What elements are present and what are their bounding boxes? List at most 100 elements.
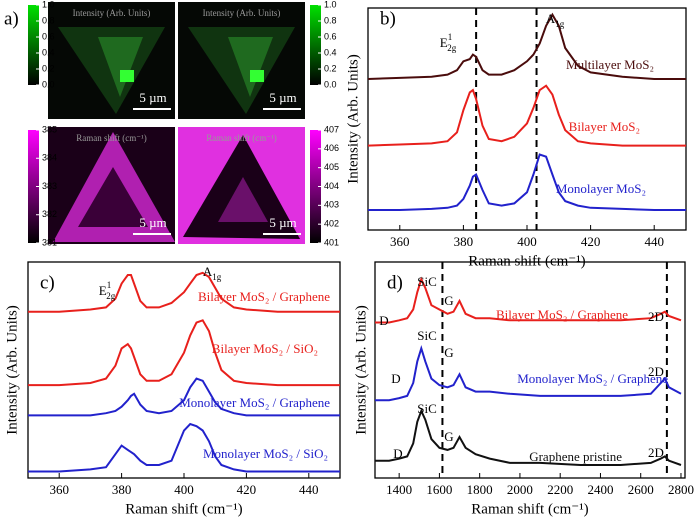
peak-label-text: D (379, 313, 388, 328)
peak-label: E1 2g (440, 32, 457, 53)
map-spot (250, 70, 264, 82)
plot-frame (374, 261, 686, 479)
x-tick-label: 380 (112, 482, 132, 497)
colorbar-tick-label: 401 (324, 237, 339, 247)
map-flake-core (78, 167, 148, 227)
x-tick-label: 360 (390, 234, 410, 249)
peak-label: SiC (417, 274, 437, 289)
colorbar-tick-label: 404 (324, 181, 339, 191)
x-axis-label: Raman shift (cm⁻¹) (125, 501, 242, 517)
map-spot (120, 70, 134, 82)
peak-label-sup: 1 (107, 280, 112, 290)
series-label: Monolayer MoS₂ / SiO₂ (203, 446, 328, 461)
x-tick-label: 380 (454, 234, 474, 249)
x-tick-label: 400 (174, 482, 194, 497)
colorbar-tick-label: 0.8 (324, 15, 337, 25)
peak-label: SiC (417, 401, 437, 416)
colorbar-tick-label: 381 (42, 237, 57, 247)
peak-label: G (444, 293, 453, 308)
spectrum-line (28, 271, 340, 313)
colorbar-tick-label: 403 (324, 200, 339, 210)
x-tick-label: 420 (581, 234, 601, 249)
x-tick-label: 360 (49, 482, 69, 497)
colorbar-tick-label: 1.0 (324, 0, 337, 9)
series-label: Monolayer MoS₂ (556, 181, 646, 196)
panel-label: c) (40, 272, 55, 293)
series-label: Bilayer MoS₂ / Graphene (198, 289, 330, 304)
x-tick-label: 2800 (668, 482, 694, 497)
peak-label-text: D (393, 446, 402, 461)
series-label: Bilayer MoS₂ / SiO₂ (212, 341, 318, 356)
x-tick-label: 400 (517, 234, 537, 249)
colorbar-tick-label: 0.2 (324, 63, 337, 73)
spectrum-line (375, 408, 682, 466)
map-image (48, 2, 175, 119)
scale-bar-label: 5 µm (139, 90, 166, 105)
map-flake-core (228, 37, 273, 97)
spectrum-line (375, 276, 682, 324)
x-tick-label: 440 (644, 234, 664, 249)
colorbar-tick-label: 0.6 (42, 31, 55, 41)
peak-label-sub: 1g (212, 272, 222, 282)
map-title: Intensity (Arb. Units) (203, 8, 281, 18)
panel-label: d) (387, 272, 403, 293)
spectrum-line (28, 377, 340, 417)
peak-label-text: D (391, 371, 400, 386)
peak-label-text: SiC (417, 328, 437, 343)
peak-label: D (379, 313, 388, 328)
peak-label: 2D (648, 364, 664, 379)
x-tick-label: 420 (237, 482, 257, 497)
spectrum-line (28, 422, 340, 473)
map-title: Raman shift (cm⁻¹) (76, 133, 146, 143)
colorbar-tick-label: 382 (42, 209, 57, 219)
colorbar-tick-label: 385 (42, 124, 57, 134)
peak-label: 2D (648, 309, 664, 324)
peak-label-sup: 1 (448, 32, 453, 42)
colorbar-tick-label: 407 (324, 124, 339, 134)
x-axis-label: Raman shift (cm⁻¹) (471, 501, 588, 517)
colorbar-tick-label: 0.0 (324, 79, 337, 89)
spectrum-line (367, 84, 686, 147)
map-title: Raman shift (cm⁻¹) (206, 133, 276, 143)
map-flake-core (218, 177, 268, 222)
peak-label-sub: 2g (447, 43, 457, 53)
colorbar-tick-label: 384 (42, 153, 57, 163)
colorbar-tick-label: 402 (324, 219, 339, 229)
peak-label: D (391, 371, 400, 386)
panel-label: b) (380, 8, 396, 29)
peak-label-sub: 2g (106, 291, 116, 301)
peak-label-text: SiC (417, 274, 437, 289)
x-tick-label: 2400 (587, 482, 613, 497)
peak-label-text: 2D (648, 445, 664, 460)
colorbar-tick-label: 0.4 (42, 47, 55, 57)
map-flake-core (98, 37, 143, 97)
series-label: Monolayer MoS₂ / Graphene (179, 395, 330, 410)
panel-label: a) (4, 8, 19, 29)
scale-bar-label: 5 µm (139, 215, 166, 230)
colorbar-tick-label: 406 (324, 143, 339, 153)
colorbar (310, 130, 321, 243)
scale-bar-label: 5 µm (269, 90, 296, 105)
x-tick-label: 1400 (386, 482, 412, 497)
peak-label-sub: 1g (555, 19, 565, 29)
colorbar (310, 5, 321, 85)
peak-label-text: E (440, 35, 448, 50)
map-image (48, 127, 175, 244)
peak-label-text: G (444, 293, 453, 308)
colorbar-tick-label: 0.2 (42, 63, 55, 73)
colorbar-tick-label: 0.6 (324, 31, 337, 41)
peak-label: D (393, 446, 402, 461)
series-label: Bilayer MoS₂ (569, 119, 640, 134)
colorbar-tick-label: 0.4 (324, 47, 337, 57)
y-axis-label: Intensity (Arb. Units) (4, 305, 20, 435)
colorbar-tick-label: 0.0 (42, 79, 55, 89)
x-tick-label: 2200 (547, 482, 573, 497)
scale-bar-label: 5 µm (269, 215, 296, 230)
x-tick-label: 2600 (628, 482, 654, 497)
map-title: Intensity (Arb. Units) (73, 8, 151, 18)
colorbar-tick-label: 1.0 (42, 0, 55, 9)
peak-label-text: G (444, 429, 453, 444)
x-tick-label: 2000 (507, 482, 533, 497)
series-label: Multilayer MoS₂ (566, 57, 654, 72)
